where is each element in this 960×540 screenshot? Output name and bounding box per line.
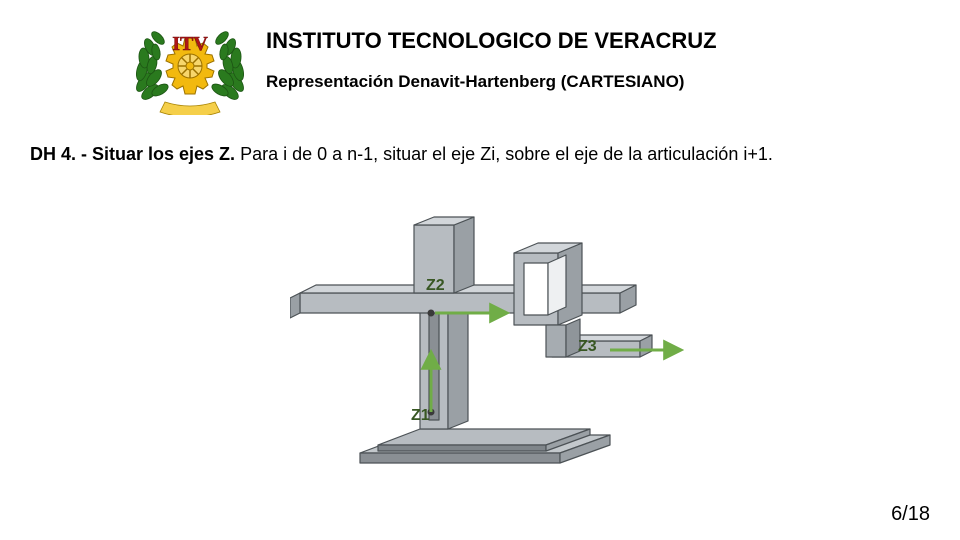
- institution-logo: ITV: [120, 20, 260, 115]
- axis-label-z1: Z1: [411, 407, 430, 425]
- step-text: Para i de 0 a n-1, situar el eje Zi, sob…: [235, 144, 773, 164]
- axis-origin-z2: [428, 310, 435, 317]
- step-description: DH 4. - Situar los ejes Z. Para i de 0 a…: [0, 115, 960, 166]
- robot-figure: Z1 Z2 Z3: [290, 195, 730, 485]
- axis-label-z3: Z3: [578, 338, 597, 356]
- step-label: DH 4. - Situar los ejes Z.: [30, 144, 235, 164]
- page-number: 6/18: [891, 503, 930, 526]
- logo-text: ITV: [172, 33, 208, 55]
- axis-label-z2: Z2: [426, 277, 445, 295]
- slide-header: ITV INSTITUTO TECNOLOGICO DE VERACRUZ Re…: [0, 0, 960, 115]
- slide-subtitle: Representación Denavit-Hartenberg (CARTE…: [266, 72, 717, 92]
- institution-title: INSTITUTO TECNOLOGICO DE VERACRUZ: [266, 28, 717, 54]
- header-text-block: INSTITUTO TECNOLOGICO DE VERACRUZ Repres…: [266, 20, 717, 92]
